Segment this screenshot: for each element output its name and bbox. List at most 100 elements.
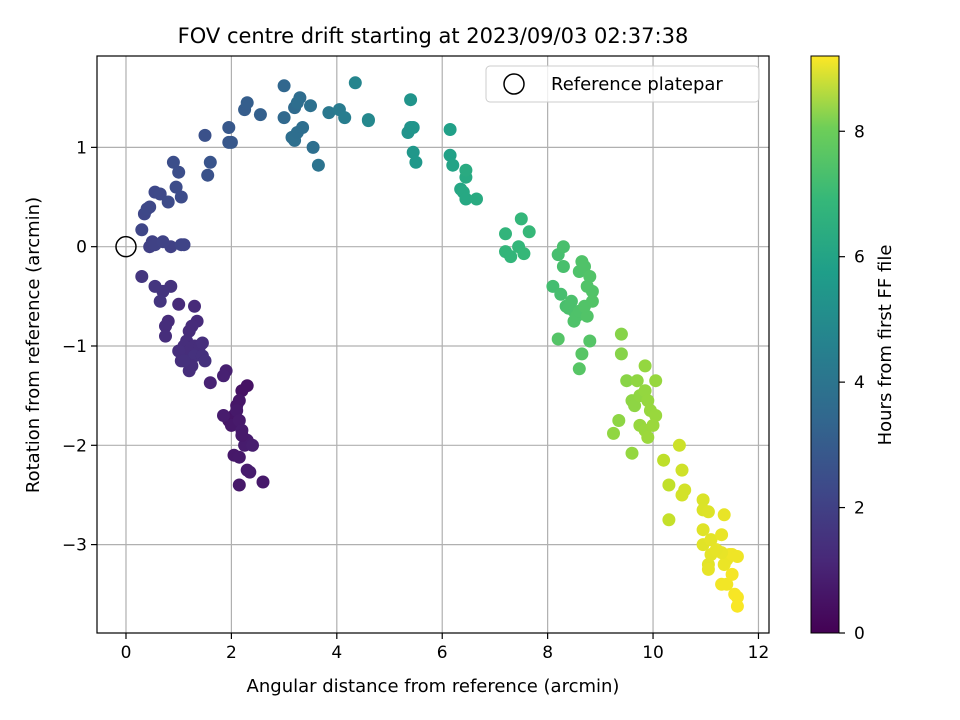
data-point bbox=[304, 99, 317, 113]
x-axis-label: Angular distance from reference (arcmin) bbox=[247, 676, 620, 697]
data-point bbox=[730, 550, 744, 563]
data-point bbox=[243, 465, 257, 479]
plot-frame bbox=[96, 55, 770, 634]
data-point bbox=[256, 475, 270, 489]
data-point bbox=[404, 93, 418, 107]
data-point bbox=[177, 354, 191, 368]
legend-entry-label: Reference platepar bbox=[551, 74, 723, 95]
colorbar-tick-label: 6 bbox=[854, 248, 865, 268]
data-point bbox=[172, 344, 186, 358]
data-point bbox=[662, 478, 676, 492]
data-point bbox=[153, 294, 167, 308]
data-point bbox=[672, 438, 686, 452]
data-point bbox=[322, 106, 336, 120]
data-point bbox=[678, 483, 692, 497]
legend-box bbox=[485, 65, 760, 103]
data-point bbox=[459, 163, 473, 177]
data-point bbox=[696, 523, 710, 537]
data-point bbox=[203, 155, 217, 169]
data-point bbox=[159, 319, 172, 333]
data-point bbox=[504, 250, 518, 264]
data-point bbox=[135, 270, 149, 283]
data-point bbox=[717, 508, 731, 522]
data-point bbox=[235, 428, 249, 442]
data-point bbox=[195, 336, 209, 350]
x-tick-label: 12 bbox=[748, 643, 770, 663]
data-point bbox=[614, 327, 628, 341]
data-point bbox=[649, 374, 663, 388]
data-point bbox=[246, 438, 259, 452]
data-point bbox=[546, 279, 560, 293]
data-point bbox=[361, 114, 375, 128]
data-point bbox=[311, 158, 325, 172]
data-point bbox=[583, 334, 597, 348]
data-point bbox=[338, 111, 352, 125]
colorbar-gradient bbox=[810, 55, 840, 634]
data-point bbox=[675, 463, 689, 477]
data-point bbox=[240, 96, 254, 110]
grid-lines bbox=[97, 56, 769, 633]
data-point bbox=[704, 533, 718, 547]
data-point bbox=[153, 187, 167, 201]
data-point bbox=[443, 148, 457, 162]
x-tick-label: 2 bbox=[226, 643, 237, 663]
x-axis: 0 2 4 6 8 10 12 bbox=[121, 633, 770, 663]
data-point bbox=[222, 121, 236, 134]
x-tick-label: 10 bbox=[642, 643, 664, 663]
y-tick-label: −3 bbox=[62, 536, 87, 556]
data-point bbox=[230, 404, 244, 417]
data-point bbox=[159, 329, 172, 343]
data-point bbox=[564, 294, 578, 308]
data-point bbox=[198, 354, 212, 368]
data-point bbox=[517, 247, 531, 261]
colorbar-label: Hours from first FF file bbox=[875, 245, 896, 446]
data-point bbox=[253, 108, 267, 122]
y-axis-label: Rotation from reference (arcmin) bbox=[23, 197, 44, 493]
data-point bbox=[277, 79, 291, 93]
data-point bbox=[641, 394, 655, 408]
data-point bbox=[296, 121, 310, 134]
data-point bbox=[232, 450, 246, 464]
data-point bbox=[701, 505, 715, 519]
y-axis: −3 −2 −1 0 1 bbox=[62, 138, 97, 556]
data-point bbox=[580, 309, 594, 323]
data-point bbox=[696, 493, 710, 507]
data-points bbox=[135, 76, 744, 613]
data-point bbox=[662, 513, 676, 527]
data-point bbox=[641, 430, 655, 444]
reference-marker bbox=[115, 235, 137, 258]
data-point bbox=[580, 279, 594, 293]
data-point bbox=[406, 145, 420, 159]
data-point bbox=[578, 299, 591, 313]
data-point bbox=[628, 399, 642, 413]
data-point bbox=[625, 446, 639, 460]
data-point bbox=[522, 225, 536, 239]
data-point bbox=[578, 260, 591, 273]
data-point bbox=[446, 158, 460, 172]
data-point bbox=[649, 409, 663, 422]
y-tick-label: −1 bbox=[62, 337, 87, 357]
data-point bbox=[607, 426, 620, 440]
colorbar-ticks: 0 2 4 6 8 bbox=[839, 122, 865, 644]
data-point bbox=[188, 299, 201, 313]
data-point bbox=[514, 212, 528, 226]
data-point bbox=[638, 359, 652, 373]
data-point bbox=[172, 165, 186, 179]
data-point bbox=[406, 121, 420, 134]
data-point bbox=[443, 123, 457, 136]
data-point bbox=[161, 195, 175, 209]
data-point bbox=[657, 453, 671, 467]
x-tick-label: 0 bbox=[121, 643, 132, 663]
y-tick-label: 1 bbox=[76, 138, 87, 158]
x-tick-label: 4 bbox=[331, 643, 342, 663]
data-point bbox=[620, 374, 634, 388]
data-point bbox=[140, 202, 154, 216]
data-point bbox=[551, 332, 565, 346]
data-point bbox=[725, 567, 739, 581]
y-tick-label: 0 bbox=[76, 238, 87, 258]
data-point bbox=[182, 364, 196, 378]
data-point bbox=[203, 376, 217, 390]
data-point bbox=[172, 297, 186, 311]
colorbar-tick-label: 0 bbox=[854, 624, 865, 644]
data-point bbox=[232, 414, 246, 427]
